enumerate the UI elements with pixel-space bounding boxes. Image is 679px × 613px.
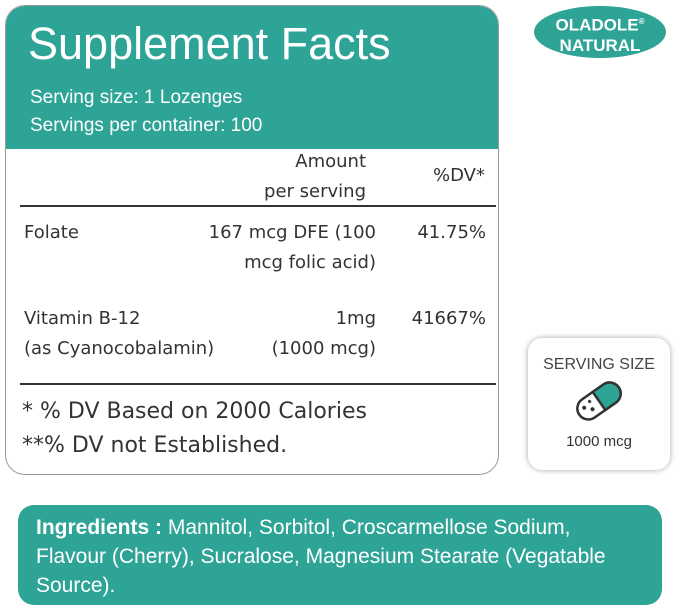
footnote: **% DV not Established. <box>22 433 288 458</box>
logo-mark: ® <box>638 17 645 26</box>
serving-box-amount: 1000 mcg <box>566 433 632 450</box>
nutrient-name: Folate <box>24 218 79 248</box>
servings-per-container: Servings per container: 100 <box>30 115 263 136</box>
nutrient-name-line: (as Cyanocobalamin) <box>24 338 215 359</box>
nutrient-amount-line: mcg folic acid) <box>244 252 376 273</box>
ingredients-label: Ingredients : <box>36 516 163 539</box>
nutrient-amount: 167 mcg DFE (100 mcg folic acid) <box>209 218 376 278</box>
amount-header-line: per serving <box>264 181 366 202</box>
nutrient-dv: 41667% <box>411 308 486 329</box>
logo-text: NATURAL <box>559 35 641 55</box>
nutrient-name-line: Vitamin B-12 <box>24 308 141 329</box>
nutrient-dv: 41.75% <box>417 222 486 243</box>
amount-header-line: Amount <box>295 151 366 172</box>
nutrient-name-line: Folate <box>24 222 79 243</box>
serving-box-title: SERVING SIZE <box>543 356 655 373</box>
rule <box>20 205 496 207</box>
footnote: * % DV Based on 2000 Calories <box>22 399 367 424</box>
nutrient-amount-line: 1mg <box>335 308 376 329</box>
facts-title: Supplement Facts <box>28 18 391 69</box>
facts-card: Supplement Facts Serving size: 1 Lozenge… <box>5 5 499 475</box>
capsule-icon <box>576 381 622 421</box>
rule <box>20 383 496 385</box>
nutrient-amount-line: 167 mcg DFE (100 <box>208 222 376 243</box>
amount-header: Amount per serving <box>264 147 366 207</box>
logo-text: OLADOLE <box>555 15 639 35</box>
nutrient-amount-line: (1000 mcg) <box>271 338 376 359</box>
nutrient-name: Vitamin B-12 (as Cyanocobalamin) <box>24 304 214 364</box>
dv-header: %DV* <box>433 165 485 186</box>
footnotes: * % DV Based on 2000 Calories **% DV not… <box>22 395 367 463</box>
nutrient-amount: 1mg (1000 mcg) <box>272 304 376 364</box>
logo: OLADOLE® NATURAL <box>534 6 666 58</box>
ingredients-text: Mannitol, Sorbitol, Croscarmellose Sodiu… <box>36 516 606 597</box>
ingredients: Ingredients : Mannitol, Sorbitol, Crosca… <box>18 505 662 605</box>
serving-size: Serving size: 1 Lozenges <box>30 87 243 108</box>
facts-header <box>6 6 498 149</box>
serving-box: SERVING SIZE 1000 mcg <box>528 338 670 470</box>
